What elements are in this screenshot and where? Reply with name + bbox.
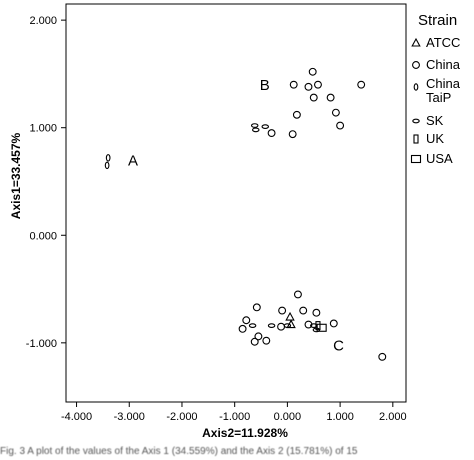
legend-label: SK	[426, 113, 444, 128]
legend-item-china: China	[412, 57, 461, 72]
data-point-china	[238, 324, 247, 333]
y-tick-label: 2.000	[29, 15, 57, 27]
x-tick-label: 2.000	[379, 411, 407, 423]
data-point-china	[293, 290, 302, 299]
legend-label: USA	[426, 151, 453, 166]
data-point-china	[277, 322, 286, 331]
x-axis: -4.000 -3.000 -2.000 -1.000 0.000 1.000 2.000	[61, 402, 407, 423]
data-point-atcc	[285, 311, 295, 321]
data-point-china	[299, 306, 308, 315]
data-point-uk	[315, 321, 321, 331]
legend-marker-china	[412, 61, 420, 69]
y-tick-label: 1.000	[29, 123, 57, 135]
y-tick-label: -1.000	[26, 338, 57, 350]
x-tick-label: -1.000	[219, 411, 250, 423]
data-point-sk	[250, 123, 259, 128]
scatter-chart: 2.000 1.000 0.000 -1.000 -4.000 -3.000 -2.000…	[9, 3, 461, 440]
data-point-china	[304, 82, 313, 91]
legend-label-line: TaiP	[426, 90, 451, 105]
data-points	[104, 67, 387, 361]
data-point-china	[378, 352, 387, 361]
data-point-usa	[316, 323, 327, 332]
data-point-china	[308, 67, 317, 76]
legend-marker-uk	[413, 134, 419, 144]
plot-border	[65, 3, 407, 403]
data-point-china-taip	[104, 161, 110, 170]
legend-title: Strain	[418, 12, 457, 29]
data-point-china	[262, 336, 271, 345]
cluster-label-b: B	[260, 77, 270, 94]
data-point-china	[278, 306, 287, 315]
data-point-china	[326, 93, 335, 102]
legend-marker-china-taip	[413, 83, 419, 91]
legend-label: ATCC	[426, 35, 460, 50]
y-axis: 2.000 1.000 0.000 -1.000	[26, 15, 66, 350]
x-tick-label: -3.000	[114, 411, 145, 423]
data-point-china	[331, 108, 340, 117]
cluster-label-c: C	[333, 337, 344, 354]
data-point-sk	[261, 124, 270, 129]
x-axis-title: Axis2=11.928%	[202, 426, 288, 440]
data-point-sk	[283, 323, 292, 328]
legend-label: China	[426, 57, 461, 72]
plot-frame	[65, 3, 407, 403]
x-tick-label: -2.000	[166, 411, 197, 423]
cluster-labels: A B C	[128, 77, 344, 354]
legend-label-line: China	[426, 76, 461, 91]
legend-marker-usa	[410, 154, 422, 164]
data-point-china	[292, 110, 301, 119]
legend-item-atcc: ATCC	[411, 35, 460, 50]
x-tick-label: 1.000	[326, 411, 354, 423]
legend-marker-sk	[412, 118, 420, 124]
data-point-china	[267, 129, 276, 138]
y-axis-title: Axis1=33.457%	[9, 132, 23, 219]
data-point-china	[314, 80, 322, 89]
data-point-china	[329, 319, 338, 328]
legend-label: UK	[426, 131, 444, 146]
legend-item-sk: SK	[412, 113, 444, 128]
legend-item-usa: USA	[410, 151, 453, 166]
data-point-china	[252, 303, 261, 312]
x-tick-label: 0.000	[274, 411, 302, 423]
legend-item-uk: UK	[413, 131, 444, 146]
x-tick-label: -4.000	[61, 411, 92, 423]
data-point-china	[254, 332, 263, 341]
data-point-china	[336, 121, 345, 130]
data-point-sk	[267, 323, 276, 328]
legend-marker-atcc	[411, 37, 421, 47]
cluster-label-a: A	[128, 152, 138, 169]
data-point-sk	[248, 323, 257, 328]
data-point-china	[357, 80, 366, 89]
data-point-china	[312, 308, 321, 317]
data-point-china	[289, 80, 298, 89]
data-point-china	[250, 337, 259, 346]
data-point-china	[288, 130, 297, 139]
data-point-china	[309, 93, 318, 102]
data-point-sk	[252, 127, 260, 133]
data-point-china-taip	[105, 154, 111, 162]
y-tick-label: 0.000	[29, 230, 57, 242]
figure-caption: Fig. 3 A plot of the values of the Axis …	[0, 446, 358, 457]
data-point-china	[242, 316, 251, 325]
